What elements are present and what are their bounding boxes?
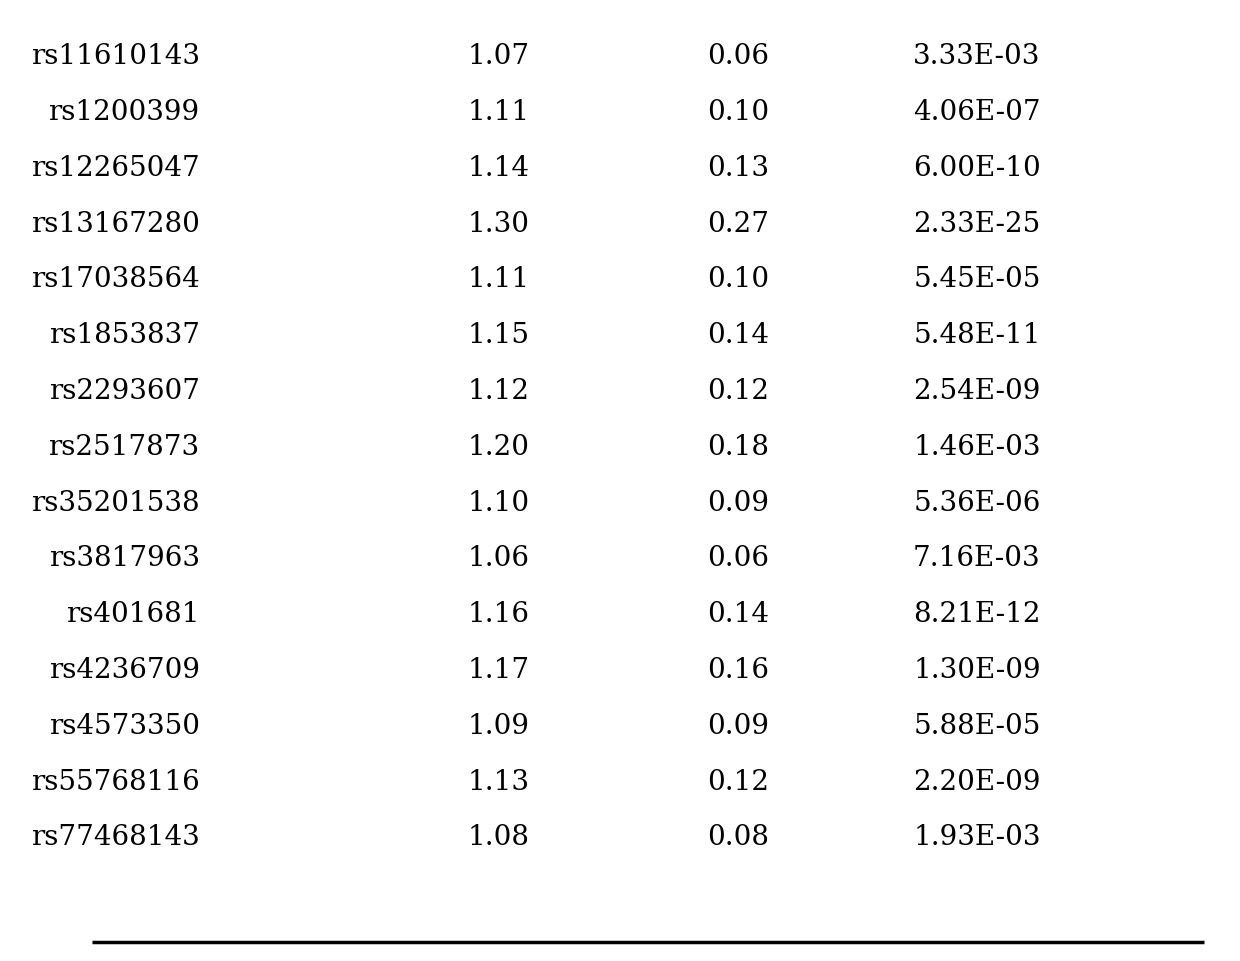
Text: 1.13: 1.13 (467, 768, 529, 795)
Text: 4.06E-07: 4.06E-07 (913, 99, 1040, 126)
Text: 7.16E-03: 7.16E-03 (913, 545, 1040, 572)
Text: rs17038564: rs17038564 (31, 266, 200, 293)
Text: 1.11: 1.11 (467, 266, 529, 293)
Text: 2.54E-09: 2.54E-09 (913, 378, 1040, 405)
Text: 1.16: 1.16 (467, 601, 529, 628)
Text: 5.88E-05: 5.88E-05 (913, 712, 1040, 739)
Text: 1.07: 1.07 (467, 43, 529, 70)
Text: 1.06: 1.06 (467, 545, 529, 572)
Text: rs13167280: rs13167280 (31, 210, 200, 237)
Text: 5.36E-06: 5.36E-06 (913, 489, 1040, 516)
Text: 0.09: 0.09 (707, 712, 769, 739)
Text: 1.30E-09: 1.30E-09 (913, 656, 1040, 683)
Text: rs2517873: rs2517873 (48, 433, 200, 460)
Text: 1.46E-03: 1.46E-03 (913, 433, 1040, 460)
Text: 0.06: 0.06 (707, 545, 769, 572)
Text: 0.13: 0.13 (707, 155, 769, 182)
Text: 0.12: 0.12 (707, 378, 769, 405)
Text: 0.18: 0.18 (707, 433, 769, 460)
Text: 0.08: 0.08 (707, 824, 769, 850)
Text: 1.08: 1.08 (467, 824, 529, 850)
Text: rs4573350: rs4573350 (48, 712, 200, 739)
Text: 0.10: 0.10 (707, 266, 769, 293)
Text: 1.15: 1.15 (467, 322, 529, 349)
Text: 0.09: 0.09 (707, 489, 769, 516)
Text: rs35201538: rs35201538 (31, 489, 200, 516)
Text: 1.93E-03: 1.93E-03 (913, 824, 1040, 850)
Text: rs2293607: rs2293607 (48, 378, 200, 405)
Text: rs401681: rs401681 (66, 601, 200, 628)
Text: 0.14: 0.14 (707, 322, 769, 349)
Text: 1.30: 1.30 (467, 210, 529, 237)
Text: 1.14: 1.14 (467, 155, 529, 182)
Text: 1.20: 1.20 (467, 433, 529, 460)
Text: rs1853837: rs1853837 (48, 322, 200, 349)
Text: 5.45E-05: 5.45E-05 (913, 266, 1040, 293)
Text: 0.16: 0.16 (707, 656, 769, 683)
Text: 3.33E-03: 3.33E-03 (913, 43, 1040, 70)
Text: 8.21E-12: 8.21E-12 (913, 601, 1040, 628)
Text: 2.20E-09: 2.20E-09 (913, 768, 1040, 795)
Text: 1.10: 1.10 (467, 489, 529, 516)
Text: 0.06: 0.06 (707, 43, 769, 70)
Text: rs11610143: rs11610143 (31, 43, 200, 70)
Text: 0.10: 0.10 (707, 99, 769, 126)
Text: 2.33E-25: 2.33E-25 (914, 210, 1040, 237)
Text: rs55768116: rs55768116 (31, 768, 200, 795)
Text: 1.17: 1.17 (467, 656, 529, 683)
Text: 0.27: 0.27 (707, 210, 769, 237)
Text: rs12265047: rs12265047 (31, 155, 200, 182)
Text: 0.14: 0.14 (707, 601, 769, 628)
Text: 5.48E-11: 5.48E-11 (913, 322, 1040, 349)
Text: 6.00E-10: 6.00E-10 (913, 155, 1040, 182)
Text: 0.12: 0.12 (707, 768, 769, 795)
Text: rs4236709: rs4236709 (48, 656, 200, 683)
Text: rs3817963: rs3817963 (48, 545, 200, 572)
Text: 1.11: 1.11 (467, 99, 529, 126)
Text: 1.12: 1.12 (467, 378, 529, 405)
Text: rs77468143: rs77468143 (31, 824, 200, 850)
Text: rs1200399: rs1200399 (48, 99, 200, 126)
Text: 1.09: 1.09 (467, 712, 529, 739)
